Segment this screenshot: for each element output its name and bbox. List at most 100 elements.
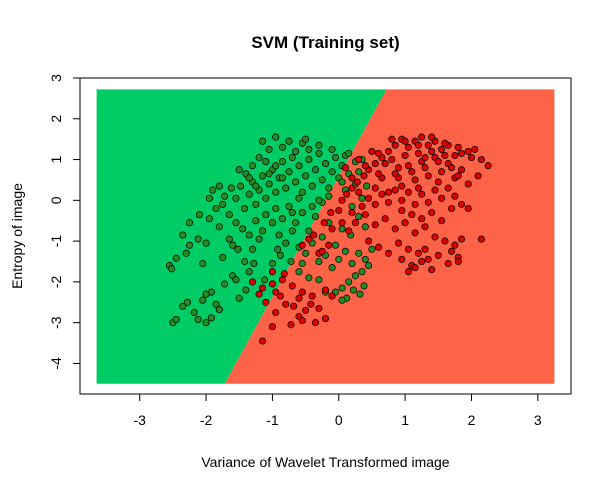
point-class-0: [358, 268, 366, 276]
point-class-0: [232, 276, 240, 284]
point-class-1: [276, 292, 284, 300]
x-tick-label: -1: [266, 412, 279, 428]
point-class-1: [421, 245, 429, 253]
point-class-0: [262, 194, 270, 202]
point-class-0: [245, 190, 253, 198]
point-class-0: [172, 315, 180, 323]
point-class-1: [431, 233, 439, 241]
point-class-0: [225, 211, 233, 219]
point-class-0: [295, 268, 303, 276]
point-class-0: [345, 149, 353, 157]
point-class-0: [258, 227, 267, 235]
point-class-0: [278, 215, 286, 223]
point-class-1: [401, 137, 409, 145]
point-class-0: [227, 184, 235, 192]
point-class-0: [298, 209, 306, 217]
point-class-0: [298, 188, 306, 196]
point-class-0: [282, 239, 290, 247]
point-class-0: [183, 298, 192, 306]
point-class-1: [381, 160, 389, 168]
point-class-0: [295, 194, 303, 202]
point-class-0: [235, 166, 243, 174]
point-class-1: [404, 162, 412, 170]
point-class-1: [310, 231, 318, 239]
point-class-1: [454, 257, 462, 266]
point-class-0: [199, 296, 207, 304]
point-class-1: [287, 321, 295, 329]
point-class-1: [434, 158, 442, 166]
point-class-0: [205, 194, 213, 202]
point-class-0: [209, 186, 217, 194]
point-class-1: [411, 264, 419, 272]
y-tick-label: -1: [48, 235, 64, 248]
point-class-0: [245, 268, 253, 276]
point-class-0: [168, 265, 176, 273]
x-axis-label: Variance of Wavelet Transformed image: [201, 454, 449, 470]
y-tick-label: 3: [48, 74, 64, 82]
x-tick-label: 3: [534, 412, 542, 428]
point-class-0: [258, 137, 267, 145]
point-class-1: [371, 200, 379, 208]
point-class-1: [477, 155, 485, 164]
point-class-0: [268, 259, 276, 268]
point-class-1: [457, 200, 466, 208]
point-class-0: [355, 249, 363, 257]
point-class-1: [278, 276, 286, 284]
point-class-0: [315, 257, 323, 266]
point-class-0: [276, 251, 284, 259]
point-class-1: [428, 266, 436, 274]
point-class-0: [185, 241, 194, 249]
point-class-0: [325, 192, 333, 200]
point-class-0: [328, 168, 336, 176]
point-class-0: [325, 184, 333, 192]
point-class-0: [368, 245, 376, 253]
point-class-1: [272, 308, 280, 317]
point-class-1: [268, 323, 276, 331]
point-class-0: [202, 290, 210, 298]
point-class-1: [454, 172, 462, 180]
point-class-0: [302, 135, 310, 143]
point-class-1: [418, 215, 426, 223]
point-class-1: [424, 172, 432, 180]
point-class-1: [384, 147, 393, 155]
point-class-1: [371, 221, 379, 229]
point-class-0: [272, 204, 280, 213]
y-tick-label: -2: [48, 275, 64, 288]
point-class-0: [237, 182, 245, 190]
point-class-1: [391, 225, 399, 233]
point-class-0: [331, 241, 340, 249]
point-class-1: [280, 270, 288, 278]
point-class-0: [338, 178, 346, 186]
point-class-0: [194, 235, 202, 243]
point-class-1: [335, 206, 343, 215]
y-tick-label: 0: [48, 196, 64, 204]
point-class-0: [328, 264, 336, 272]
point-class-0: [202, 319, 210, 327]
point-class-0: [239, 225, 247, 233]
point-class-0: [358, 194, 366, 202]
point-class-0: [252, 182, 260, 190]
point-class-0: [311, 166, 320, 174]
y-tick-label: -4: [48, 357, 64, 370]
point-class-1: [353, 178, 361, 186]
point-class-0: [363, 182, 371, 190]
point-class-0: [182, 249, 190, 257]
point-class-0: [172, 254, 180, 262]
point-class-1: [361, 162, 369, 170]
point-class-0: [292, 178, 300, 186]
point-class-0: [355, 213, 363, 221]
point-class-0: [221, 192, 229, 200]
point-class-0: [331, 153, 340, 162]
point-class-0: [295, 162, 303, 170]
point-class-1: [298, 288, 306, 296]
point-class-0: [318, 233, 326, 241]
point-class-0: [328, 145, 336, 153]
point-class-1: [398, 255, 406, 263]
point-class-1: [421, 164, 429, 172]
point-class-1: [345, 227, 353, 235]
point-class-0: [262, 211, 270, 219]
point-class-1: [434, 251, 442, 259]
point-class-1: [424, 255, 432, 263]
point-class-1: [394, 174, 403, 182]
point-class-1: [311, 319, 320, 327]
